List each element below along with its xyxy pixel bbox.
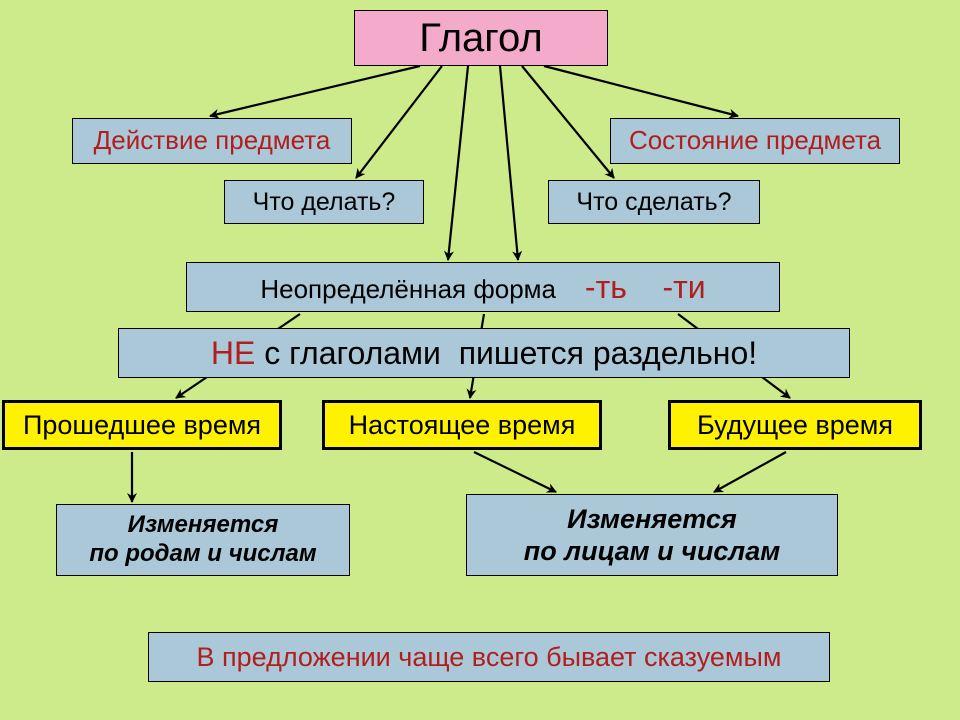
box-q1: Что делать? xyxy=(224,180,424,224)
box-change_gender: Изменяется по родам и числам xyxy=(56,504,350,576)
box-action: Действие предмета xyxy=(72,118,352,164)
arrow xyxy=(210,66,420,116)
box-past: Прошедшее время xyxy=(2,400,282,450)
box-state: Состояние предмета xyxy=(610,118,900,164)
arrow xyxy=(500,66,518,260)
box-q2: Что сделать? xyxy=(548,180,760,224)
box-change_person: Изменяется по лицам и числам xyxy=(466,494,838,576)
box-present: Настоящее время xyxy=(322,400,602,450)
box-title: Глагол xyxy=(354,10,608,66)
box-infinitive: Неопределённая форма -ть -ти xyxy=(186,262,780,312)
arrow xyxy=(544,66,738,116)
box-predicate: В предложении чаще всего бывает сказуемы… xyxy=(148,632,830,682)
arrow xyxy=(714,452,786,492)
box-ne-text: НЕ с глаголами пишется раздельно! xyxy=(211,334,757,372)
arrow xyxy=(474,452,556,492)
arrow xyxy=(522,66,614,178)
box-future: Будущее время xyxy=(668,400,922,450)
box-ne: НЕ с глаголами пишется раздельно! xyxy=(118,328,850,378)
box-infinitive-text: Неопределённая форма -ть -ти xyxy=(260,268,705,306)
arrow xyxy=(448,66,468,260)
arrow xyxy=(356,66,442,178)
